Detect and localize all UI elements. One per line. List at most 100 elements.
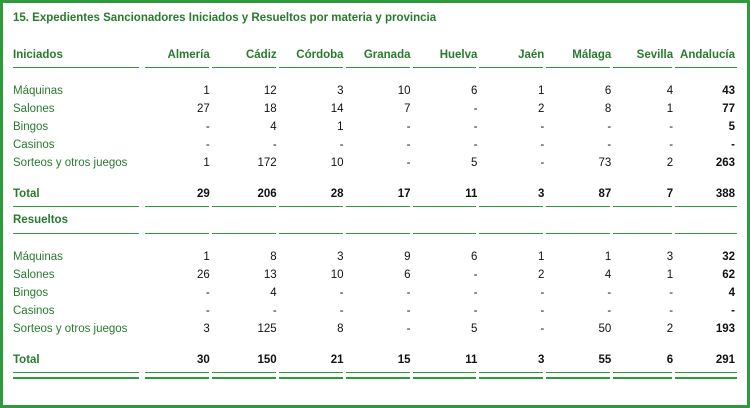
divider-cell [675, 231, 737, 236]
divider-line [675, 66, 737, 69]
total-row: Total 30 150 21 15 11 3 55 6 291 [13, 350, 737, 370]
divider-line [278, 232, 343, 235]
table-cell: - [540, 157, 545, 169]
table-cell: 8 [270, 251, 277, 263]
table-cell: 2 [537, 269, 545, 281]
table-cell: - [669, 121, 674, 133]
total-cell: 291 [715, 354, 735, 366]
row-label: Salones [13, 103, 55, 115]
table-cell: - [339, 305, 344, 317]
divider-line [144, 377, 209, 379]
empty-header-cell [212, 209, 279, 231]
divider-cell [144, 370, 212, 375]
table-cell: 32 [722, 251, 735, 263]
divider-cell [345, 231, 413, 236]
column-header: Cádiz [245, 49, 277, 61]
divider-cell [144, 375, 212, 381]
table-cell: 2 [537, 103, 545, 115]
divider-line [345, 371, 410, 374]
total-cell: 388 [715, 188, 735, 200]
table-cell: 4 [728, 287, 735, 299]
divider-row [13, 231, 737, 236]
divider-cell [479, 231, 546, 236]
table-cell: - [607, 121, 612, 133]
table-cell: - [540, 287, 545, 299]
table-cell: 9 [404, 251, 411, 263]
divider-line [144, 205, 209, 208]
column-header: Sevilla [636, 49, 674, 61]
table-cell: 13 [263, 269, 277, 281]
table-cell: - [473, 269, 478, 281]
divider-line [278, 371, 343, 374]
empty-header-cell [675, 209, 737, 231]
empty-header-cell [413, 209, 480, 231]
table-cell: 12 [263, 85, 277, 97]
total-cell: 7 [666, 188, 674, 200]
table-cell: 77 [722, 103, 735, 115]
section-header: Iniciados [13, 49, 63, 61]
table-cell: 5 [471, 157, 478, 169]
table-cell: 3 [203, 323, 210, 335]
table-cell: 62 [722, 269, 735, 281]
table-cell: 5 [471, 323, 478, 335]
table-cell: 10 [330, 157, 344, 169]
total-cell: 30 [196, 354, 210, 366]
divider-cell [479, 370, 546, 375]
divider-line [211, 377, 276, 379]
table-cell: - [731, 305, 735, 317]
row-label: Bingos [13, 121, 49, 133]
divider-line [675, 205, 737, 208]
table-cell: 4 [270, 287, 277, 299]
divider-line [546, 377, 611, 379]
table-cell: - [540, 305, 545, 317]
table-cell: - [540, 121, 545, 133]
table-cell: - [272, 139, 277, 151]
table-cell: 1 [666, 103, 674, 115]
table-cell: 3 [337, 85, 344, 97]
table-cell: 172 [257, 157, 277, 169]
spacer-row [13, 70, 737, 82]
table-cell: 1 [537, 251, 545, 263]
divider-line [613, 377, 673, 379]
divider-cell [613, 375, 675, 381]
divider-line [675, 377, 737, 379]
table-cell: 1 [666, 269, 674, 281]
divider-row [13, 370, 737, 375]
total-cell: 28 [330, 188, 344, 200]
table-cell: 43 [722, 85, 735, 97]
row-label: Casinos [13, 305, 55, 317]
table-body: Iniciados Almería Cádiz Córdoba Granada Huelv… [13, 45, 737, 381]
divider-line [345, 377, 410, 379]
table-row: Bingos - 4 1 - - - - - 5 [13, 118, 737, 136]
total-cell: 11 [465, 188, 478, 200]
table-cell: 125 [257, 323, 277, 335]
divider-line [675, 371, 737, 374]
table-cell: - [473, 287, 478, 299]
table-row: Sorteos y otros juegos 1 172 10 - 5 - 73 2 263 [13, 154, 737, 172]
empty-header-cell [279, 209, 346, 231]
divider-cell [412, 231, 480, 236]
divider-cell [546, 375, 613, 381]
table-cell: 3 [337, 251, 344, 263]
total-cell: 6 [666, 354, 674, 366]
divider-line [278, 66, 343, 69]
table-cell: - [406, 323, 411, 335]
divider-line [546, 66, 611, 69]
divider-row [13, 65, 737, 70]
table-cell: - [205, 121, 210, 133]
divider-line [211, 66, 276, 69]
divider-cell [13, 231, 145, 236]
spacer-row [13, 236, 737, 248]
column-header: Andalucía [680, 49, 735, 61]
total-cell: 206 [257, 188, 277, 200]
table-row: Bingos - 4 - - - - - - 4 [13, 284, 737, 302]
divider-line [278, 377, 343, 379]
table-cell: - [339, 287, 344, 299]
section-header-row: Resueltos [13, 209, 737, 231]
divider-cell [675, 65, 737, 70]
divider-line [479, 205, 544, 208]
divider-cell [278, 231, 346, 236]
row-label: Máquinas [13, 85, 63, 97]
table-cell: 1 [203, 251, 210, 263]
divider-cell [211, 65, 279, 70]
